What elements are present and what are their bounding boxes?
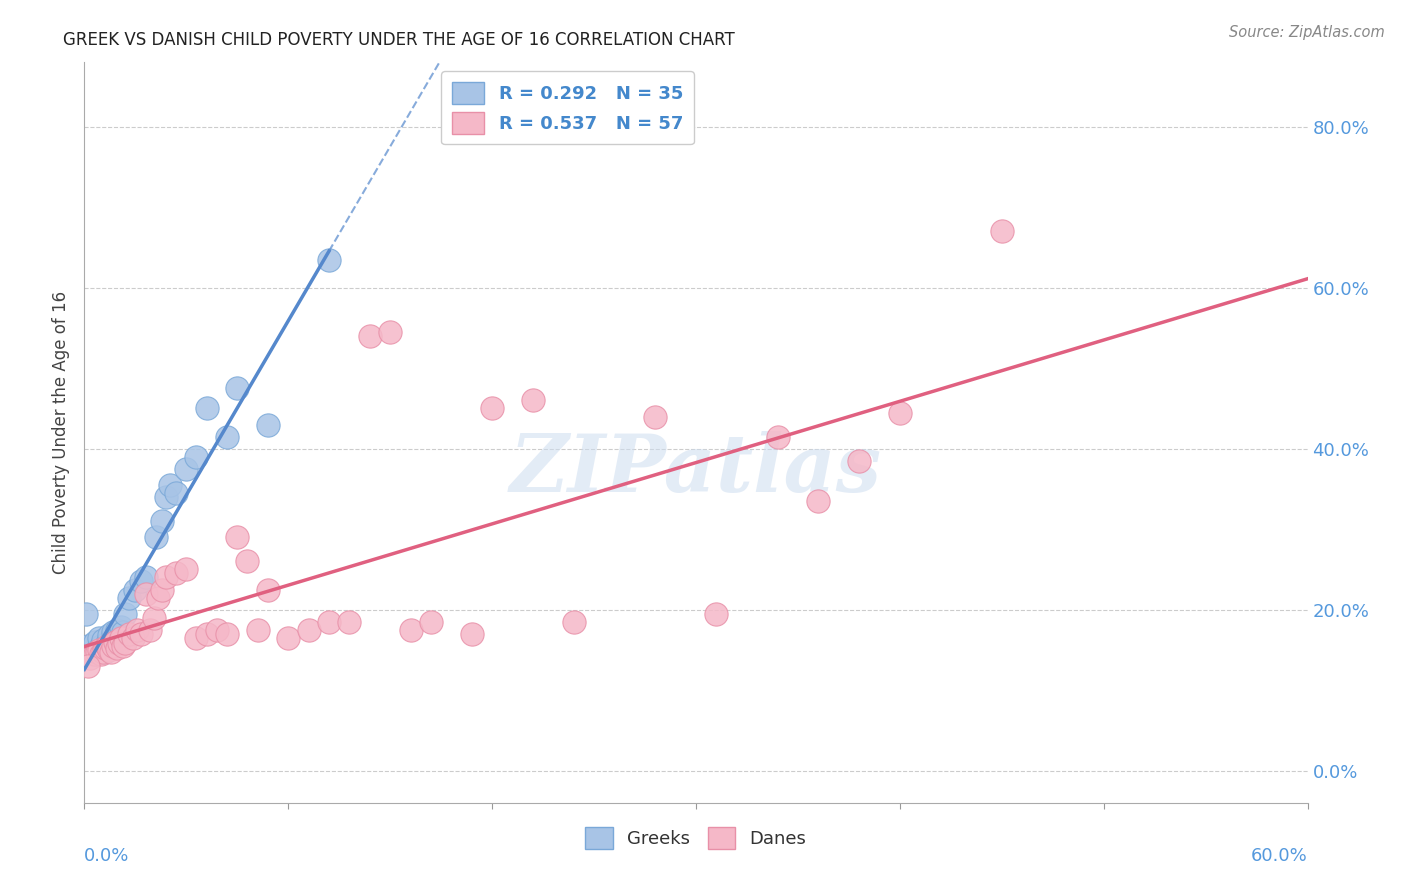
Point (135, 570, 157, 584)
Point (83, 647, 105, 661)
Point (104, 635, 127, 649)
Point (135, 586, 157, 600)
Point (122, 631, 145, 645)
Point (131, 627, 153, 641)
Point (101, 639, 124, 653)
Point (90, 639, 112, 653)
Point (165, 486, 187, 500)
Point (807, 494, 830, 508)
Point (205, 623, 228, 637)
Point (150, 514, 173, 528)
Point (461, 627, 484, 641)
Point (83, 635, 105, 649)
Point (77, 659, 100, 673)
Point (108, 628, 131, 642)
Point (522, 393, 544, 408)
Point (87, 643, 110, 657)
Point (108, 636, 131, 650)
Point (257, 582, 280, 597)
Point (481, 401, 503, 416)
Point (146, 591, 169, 605)
Point (82, 647, 104, 661)
Point (174, 562, 197, 576)
Point (131, 574, 153, 589)
Point (257, 417, 280, 432)
Point (142, 610, 165, 624)
Point (97, 628, 120, 642)
Point (86, 643, 108, 657)
Point (104, 631, 127, 645)
Text: GREEK VS DANISH CHILD POVERTY UNDER THE AGE OF 16 CORRELATION CHART: GREEK VS DANISH CHILD POVERTY UNDER THE … (63, 31, 735, 49)
Point (318, 252, 340, 267)
Point (155, 490, 177, 504)
Text: 60.0%: 60.0% (1251, 847, 1308, 865)
Point (77, 639, 100, 653)
Point (75, 607, 97, 621)
Point (889, 405, 911, 419)
Point (359, 329, 381, 343)
Point (138, 623, 160, 637)
Point (96, 636, 118, 650)
Point (114, 636, 136, 650)
Point (226, 530, 249, 544)
Point (848, 454, 870, 468)
Point (112, 625, 135, 640)
Point (145, 530, 167, 544)
Point (87, 631, 110, 645)
Point (644, 409, 666, 424)
Point (100, 635, 122, 649)
Point (150, 582, 173, 597)
Point (186, 450, 208, 464)
Point (105, 623, 128, 637)
Point (339, 615, 361, 629)
Point (114, 607, 136, 621)
Text: ZIPatlas: ZIPatlas (510, 431, 882, 508)
Point (298, 623, 321, 637)
Point (399, 623, 422, 637)
Point (420, 615, 443, 629)
Point (991, 224, 1014, 238)
Point (706, 607, 728, 621)
Point (226, 381, 249, 395)
Point (105, 641, 128, 656)
Point (217, 430, 239, 444)
Point (236, 554, 259, 568)
Point (91, 633, 114, 648)
Text: Source: ZipAtlas.com: Source: ZipAtlas.com (1229, 25, 1385, 40)
Point (246, 623, 269, 637)
Point (118, 591, 141, 605)
Point (93, 641, 115, 656)
Point (112, 639, 135, 653)
Point (91, 644, 114, 658)
Point (127, 623, 149, 637)
Text: 0.0%: 0.0% (84, 847, 129, 865)
Point (277, 631, 299, 645)
Point (174, 462, 197, 476)
Point (318, 615, 340, 629)
Legend: Greeks, Danes: Greeks, Danes (578, 821, 814, 856)
Point (195, 627, 218, 641)
Point (86, 644, 108, 658)
Point (97, 643, 120, 657)
Point (380, 325, 402, 339)
Point (110, 620, 132, 634)
Point (217, 627, 239, 641)
Point (93, 644, 115, 658)
Point (96, 639, 118, 653)
Point (155, 570, 177, 584)
Point (90, 647, 112, 661)
Point (110, 631, 132, 645)
Point (195, 401, 218, 416)
Point (100, 644, 122, 658)
Point (766, 430, 789, 444)
Point (165, 566, 187, 581)
Point (186, 631, 208, 645)
Y-axis label: Child Poverty Under the Age of 16: Child Poverty Under the Age of 16 (52, 291, 70, 574)
Point (562, 615, 585, 629)
Point (124, 582, 146, 597)
Point (79, 651, 101, 665)
Point (101, 625, 124, 640)
Point (118, 627, 141, 641)
Point (159, 478, 181, 492)
